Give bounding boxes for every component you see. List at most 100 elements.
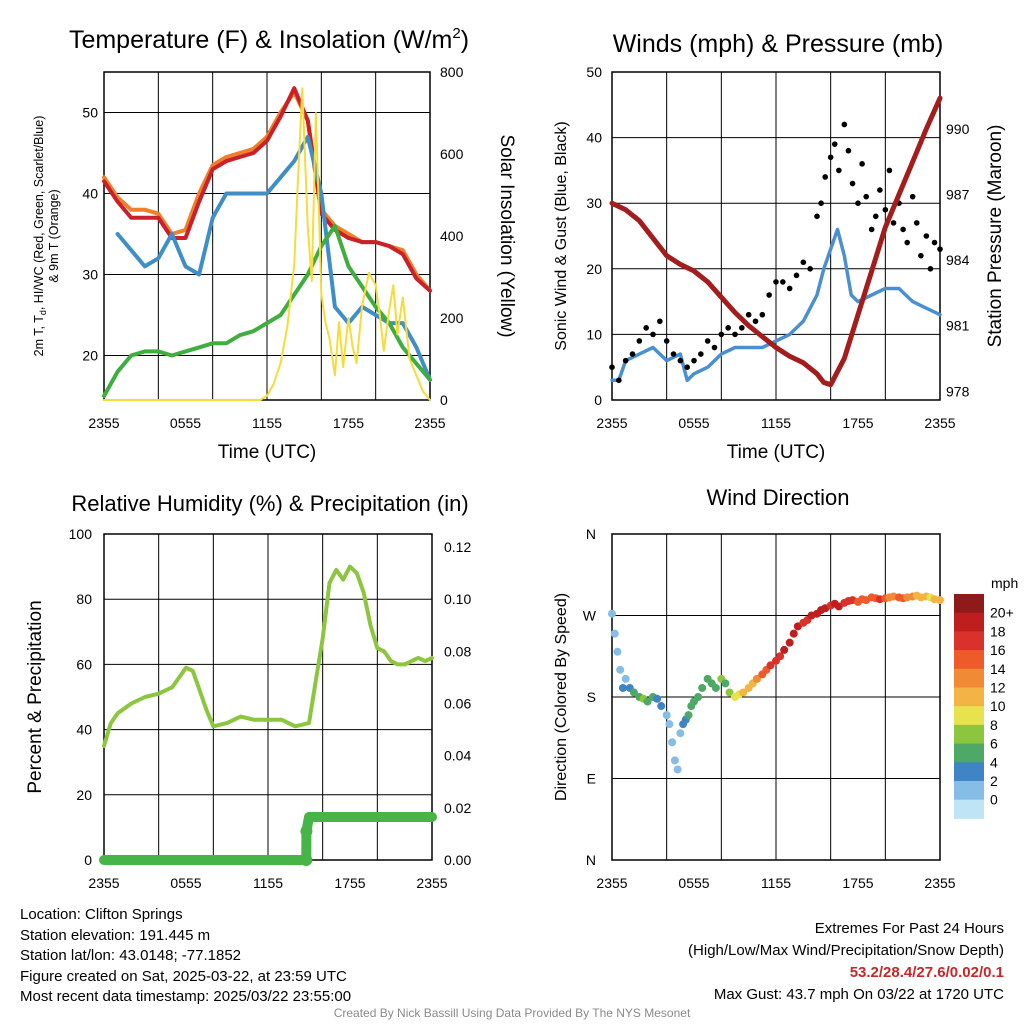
dir-legend-label: 8 <box>990 717 998 733</box>
dir-xtick-label: 2355 <box>924 875 955 891</box>
dir-ytick-label: E <box>587 771 596 787</box>
extremes-panel: Extremes For Past 24 Hours (High/Low/Max… <box>688 918 1004 1006</box>
winds-xtick-label: 1155 <box>761 415 791 431</box>
latlon-text: Station lat/lon: 43.0148; -77.1852 <box>20 947 242 964</box>
temp-xtick-label: 0555 <box>170 415 201 431</box>
dir-direction-point <box>621 674 630 683</box>
dir-legend-swatch <box>954 668 984 688</box>
winds-gust-point <box>643 325 649 331</box>
temp-y2tick-label: 800 <box>440 64 464 80</box>
winds-gust-point <box>691 357 697 364</box>
winds-gust-point <box>745 311 752 318</box>
station-info: Location: Clifton Springs Station elevat… <box>20 905 351 1008</box>
winds-gust-point <box>890 220 897 226</box>
winds-gust-point <box>609 364 615 371</box>
winds-gust-point <box>773 279 779 285</box>
rh-xtick-label: 0555 <box>170 875 201 891</box>
winds-gust-point <box>786 285 793 292</box>
winds-gust-point <box>913 220 920 226</box>
winds-gust-point <box>698 351 704 357</box>
rh-xtick-label: 2355 <box>88 875 119 891</box>
dir-legend-swatch <box>954 687 984 707</box>
rh-y2tick-label: 0.10 <box>444 591 471 607</box>
extremes-title: Extremes For Past 24 Hours <box>814 920 1004 937</box>
rh-ytick-label: 60 <box>76 656 92 672</box>
winds-gust-point <box>909 193 916 200</box>
rh-ytick-label: 100 <box>69 526 93 542</box>
winds-gust-point <box>872 213 879 220</box>
winds-gust-point <box>931 239 938 246</box>
dir-direction-point <box>711 683 720 692</box>
winds-title: Winds (mph) & Pressure (mb) <box>613 30 944 58</box>
winds-gust-point <box>877 187 883 193</box>
dir-legend-swatch <box>954 799 984 819</box>
dir-legend-swatch <box>954 781 984 801</box>
rh-y2tick-label: 0.08 <box>444 643 471 659</box>
temp-xtick-label: 2355 <box>88 415 119 431</box>
dir-direction-point <box>643 697 652 706</box>
temp-ylabel-part: , HI/WC (Red, Green, Scarlet/Blue) <box>32 116 46 311</box>
winds-gust-point <box>927 266 934 272</box>
rh-ylabel: Percent & Precipitation <box>25 600 46 793</box>
winds-gust-point <box>616 377 622 384</box>
dir-legend-title: mph <box>991 575 1018 591</box>
temp-xtick-label: 2355 <box>414 415 445 431</box>
dir-direction-point <box>670 756 679 765</box>
winds-gust-point <box>822 174 828 180</box>
location-text: Location: Clifton Springs <box>20 906 183 923</box>
dir-direction-point <box>725 688 734 697</box>
dir-legend-swatch <box>954 743 984 763</box>
winds-gust-point <box>831 141 838 147</box>
dir-direction-point <box>653 694 662 703</box>
dir-legend-swatch <box>954 631 984 651</box>
temp-xlabel: Time (UTC) <box>218 442 317 463</box>
winds-gust-point <box>900 226 906 233</box>
dir-ylabel: Direction (Colored By Speed) <box>553 593 570 801</box>
winds-gust-point <box>677 357 684 364</box>
winds-gust-point <box>732 331 738 338</box>
winds-gust-point <box>622 357 629 364</box>
dir-legend-label: 0 <box>990 792 998 808</box>
dir-direction-point <box>776 652 785 661</box>
winds-gust-point <box>800 259 807 266</box>
winds-gust-point <box>759 311 766 318</box>
winds-gust-point <box>859 161 865 167</box>
rh-ytick-label: 80 <box>76 591 92 607</box>
dir-ytick-label: N <box>586 852 596 868</box>
dir-direction-point <box>673 765 682 774</box>
rh-humidity-line <box>102 564 434 748</box>
dir-xtick-label: 0555 <box>678 875 709 891</box>
winds-gust-point <box>855 200 861 206</box>
rh-ytick-label: 40 <box>76 722 92 738</box>
winds-y2tick-label: 990 <box>946 121 970 137</box>
winds-gust-point <box>904 239 910 246</box>
winds-ylabel: Sonic Wind & Gust (Blue, Black) <box>553 121 570 350</box>
winds-gust-point <box>807 266 813 272</box>
dir-direction-point <box>668 738 677 747</box>
dir-direction-point <box>618 683 627 692</box>
temp-ylabel-subscript: d <box>38 310 48 315</box>
extremes-values: 53.2/28.4/27.6/0.02/0.1 <box>849 964 1004 981</box>
temp-y2tick-label: 400 <box>440 228 464 244</box>
dir-direction-point <box>936 596 944 605</box>
temp-y2tick-label: 200 <box>440 310 464 326</box>
winds-gust-point <box>849 180 856 187</box>
winds-gust-point <box>780 279 786 285</box>
winds-gust-point <box>718 331 725 338</box>
dir-legend-label: 2 <box>990 773 998 789</box>
winds-gust-point <box>827 154 834 161</box>
rh-title: Relative Humidity (%) & Precipitation (i… <box>71 491 468 516</box>
elevation-text: Station elevation: 191.445 m <box>20 926 211 944</box>
winds-gust-point <box>818 200 824 206</box>
winds-gust-point <box>650 331 656 338</box>
dir-direction-point <box>684 711 693 720</box>
winds-xtick-label: 2355 <box>596 415 627 431</box>
temp-xtick-label: 1755 <box>333 415 364 431</box>
winds-xlabel: Time (UTC) <box>727 442 826 463</box>
winds-gust-point <box>841 121 848 128</box>
dir-legend-swatch <box>954 762 984 782</box>
dir-direction-point <box>629 688 638 697</box>
temp-ytick-label: 50 <box>82 104 98 120</box>
winds-gust-point <box>636 338 643 344</box>
temp-ytick-label: 20 <box>82 347 98 363</box>
